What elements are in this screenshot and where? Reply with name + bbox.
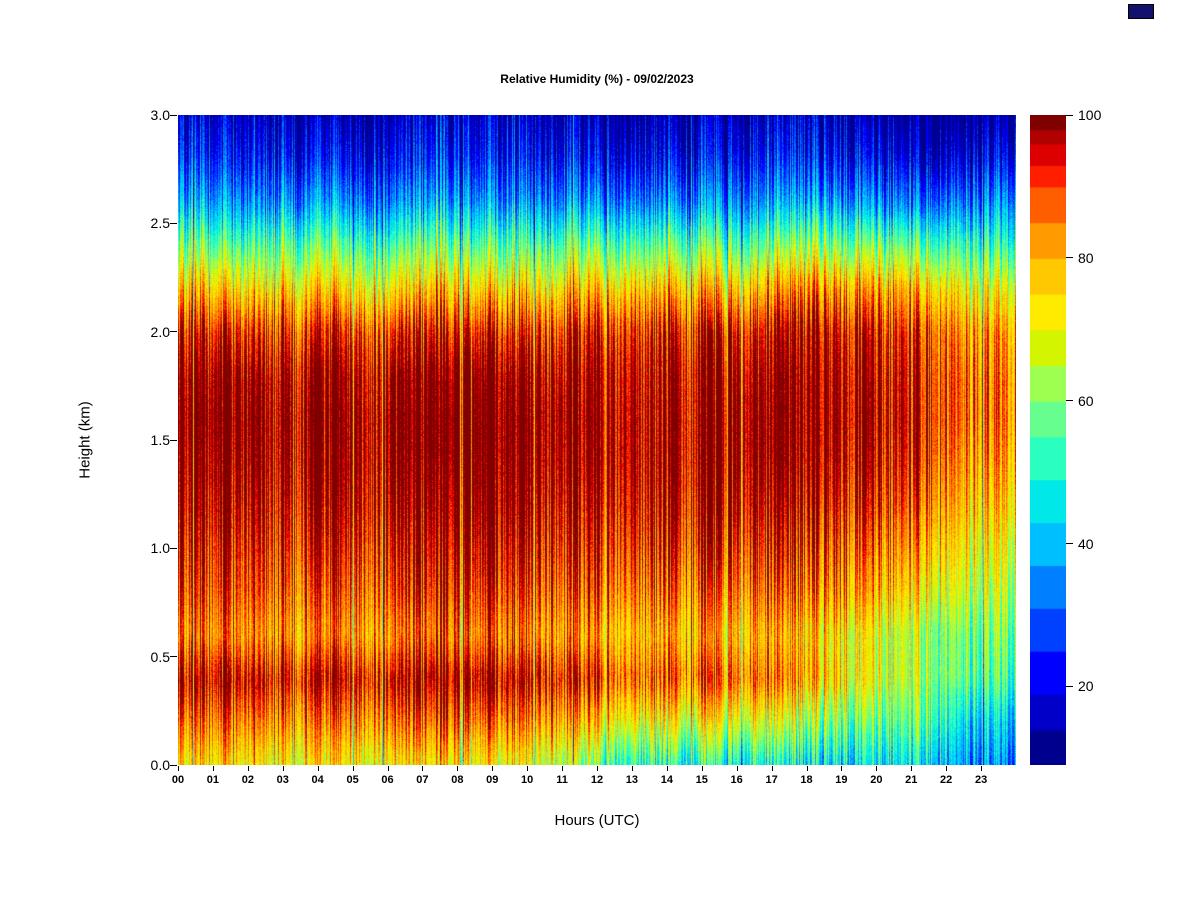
x-tick-mark bbox=[282, 766, 284, 771]
colorbar-tick-mark bbox=[1066, 114, 1073, 116]
colorbar-tick-mark bbox=[1066, 400, 1073, 402]
colorbar-tick-mark bbox=[1066, 685, 1073, 687]
y-tick-mark bbox=[170, 439, 177, 441]
x-tick-mark bbox=[457, 766, 459, 771]
x-tick-mark bbox=[527, 766, 529, 771]
x-tick-label: 07 bbox=[416, 774, 429, 786]
x-tick-label: 14 bbox=[660, 774, 673, 786]
x-tick-mark bbox=[387, 766, 389, 771]
x-tick-label: 00 bbox=[171, 774, 185, 786]
x-tick-mark bbox=[666, 766, 668, 771]
x-tick-label: 20 bbox=[870, 774, 883, 786]
colorbar-tick-label: 40 bbox=[1078, 535, 1094, 552]
x-tick-label: 01 bbox=[206, 774, 220, 786]
x-tick-label: 08 bbox=[451, 774, 464, 786]
x-tick-label: 19 bbox=[835, 774, 848, 786]
colorbar-tick-label: 80 bbox=[1078, 249, 1094, 266]
x-tick-mark bbox=[562, 766, 564, 771]
x-tick-mark bbox=[212, 766, 214, 771]
x-tick-label: 11 bbox=[556, 774, 568, 786]
x-axis-title: Hours (UTC) bbox=[554, 812, 640, 829]
x-tick-mark bbox=[352, 766, 354, 771]
x-tick-mark bbox=[736, 766, 738, 771]
x-tick-mark bbox=[597, 766, 598, 771]
x-tick-mark bbox=[492, 766, 494, 771]
y-tick-mark bbox=[170, 222, 177, 224]
x-tick-label: 16 bbox=[730, 774, 743, 786]
y-tick-mark bbox=[170, 331, 177, 333]
y-tick-mark bbox=[170, 656, 177, 658]
corner-swatch-icon bbox=[1128, 4, 1154, 19]
y-tick-label: 0.0 bbox=[150, 757, 170, 773]
x-tick-label: 22 bbox=[940, 774, 953, 786]
y-axis-title: Height (km) bbox=[76, 401, 94, 479]
x-tick-mark bbox=[911, 766, 913, 771]
x-tick-mark bbox=[876, 766, 878, 771]
chart-title: Relative Humidity (%) - 09/02/2023 bbox=[500, 72, 694, 86]
x-tick-label: 04 bbox=[311, 774, 324, 786]
x-tick-label: 21 bbox=[905, 774, 918, 786]
y-tick-mark bbox=[170, 114, 177, 116]
colorbar-tick-label: 60 bbox=[1078, 392, 1094, 409]
colorbar-tick-mark bbox=[1066, 543, 1073, 545]
x-tick-label: 12 bbox=[590, 774, 604, 786]
heatmap-canvas bbox=[178, 115, 1016, 765]
colorbar-canvas bbox=[1030, 115, 1066, 765]
x-tick-label: 23 bbox=[974, 774, 988, 786]
x-tick-label: 09 bbox=[486, 774, 499, 786]
x-tick-mark bbox=[247, 766, 249, 771]
x-tick-mark bbox=[946, 766, 948, 771]
x-tick-mark bbox=[771, 766, 773, 771]
y-tick-label: 0.5 bbox=[150, 648, 170, 665]
x-tick-mark bbox=[178, 766, 179, 771]
y-tick-mark bbox=[170, 547, 177, 549]
y-tick-label: 3.0 bbox=[150, 107, 170, 123]
x-tick-mark bbox=[981, 766, 983, 771]
x-tick-label: 15 bbox=[695, 774, 708, 786]
x-tick-mark bbox=[701, 766, 703, 771]
x-tick-label: 13 bbox=[625, 774, 639, 786]
x-tick-label: 10 bbox=[521, 774, 534, 786]
x-tick-label: 03 bbox=[276, 774, 289, 786]
y-tick-label: 2.0 bbox=[150, 323, 170, 340]
x-tick-label: 02 bbox=[241, 774, 254, 786]
colorbar-tick-mark bbox=[1066, 257, 1073, 259]
y-tick-label: 2.5 bbox=[150, 215, 170, 232]
colorbar-tick-label: 20 bbox=[1078, 678, 1094, 695]
y-tick-mark bbox=[170, 764, 177, 766]
x-tick-mark bbox=[317, 766, 319, 771]
x-tick-mark bbox=[631, 766, 633, 771]
x-tick-mark bbox=[422, 766, 424, 771]
colorbar-tick-label: 100 bbox=[1078, 107, 1102, 123]
x-tick-label: 06 bbox=[381, 774, 394, 786]
x-tick-mark bbox=[841, 766, 843, 771]
x-tick-mark bbox=[806, 766, 808, 771]
x-tick-label: 17 bbox=[765, 774, 778, 786]
x-tick-label: 05 bbox=[346, 774, 359, 786]
x-tick-label: 18 bbox=[800, 774, 813, 786]
y-tick-label: 1.5 bbox=[150, 432, 170, 448]
y-tick-label: 1.0 bbox=[150, 540, 170, 557]
